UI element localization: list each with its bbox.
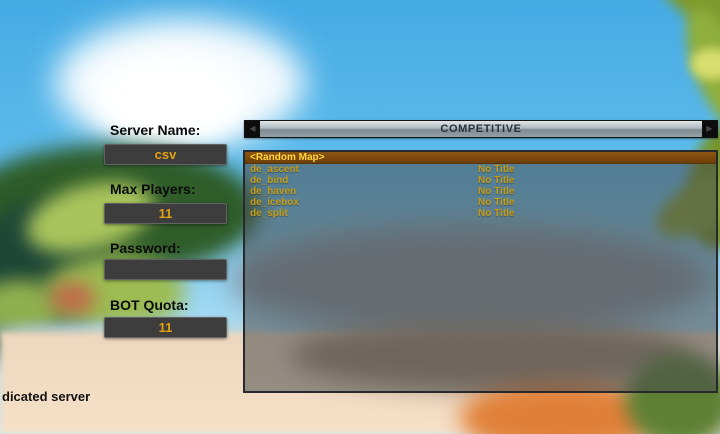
server-name-input[interactable] xyxy=(104,144,227,165)
map-title: No Title xyxy=(478,208,515,219)
bot-quota-input[interactable] xyxy=(104,317,227,338)
server-name-label: Server Name: xyxy=(110,122,201,138)
game-mode-title: COMPETITIVE xyxy=(440,123,522,135)
cloud xyxy=(95,55,245,145)
map-name: de_split xyxy=(250,208,288,219)
mode-prev-arrow-icon[interactable]: ◀ xyxy=(245,121,260,137)
max-players-input[interactable] xyxy=(104,203,227,224)
map-row-selected[interactable]: <Random Map> xyxy=(245,152,716,164)
map-row[interactable]: de_haven No Title xyxy=(245,186,716,197)
password-label: Password: xyxy=(110,240,181,256)
map-title: No Title xyxy=(478,197,515,208)
map-title: No Title xyxy=(478,175,515,186)
map-row[interactable]: de_icebox No Title xyxy=(245,197,716,208)
map-list-panel: <Random Map> de_ascent No Title de_bind … xyxy=(243,150,718,393)
map-row[interactable]: de_split No Title xyxy=(245,208,716,219)
map-name: <Random Map> xyxy=(250,152,325,163)
map-title: No Title xyxy=(478,164,515,175)
map-title: No Title xyxy=(478,186,515,197)
game-mode-selector[interactable]: ◀ COMPETITIVE ▶ xyxy=(244,120,718,138)
mode-next-arrow-icon[interactable]: ▶ xyxy=(702,121,717,137)
map-name: de_icebox xyxy=(250,197,299,208)
dedicated-server-text: dicated server xyxy=(2,389,91,404)
foliage-accent xyxy=(50,282,95,314)
max-players-label: Max Players: xyxy=(110,181,196,197)
palm-leaf-tip xyxy=(690,48,720,80)
map-name: de_haven xyxy=(250,186,297,197)
map-name: de_bind xyxy=(250,175,289,186)
map-name: de_ascent xyxy=(250,164,299,175)
bot-quota-label: BOT Quota: xyxy=(110,297,189,313)
map-row[interactable]: de_ascent No Title xyxy=(245,164,716,175)
password-input[interactable] xyxy=(104,259,227,280)
map-row[interactable]: de_bind No Title xyxy=(245,175,716,186)
